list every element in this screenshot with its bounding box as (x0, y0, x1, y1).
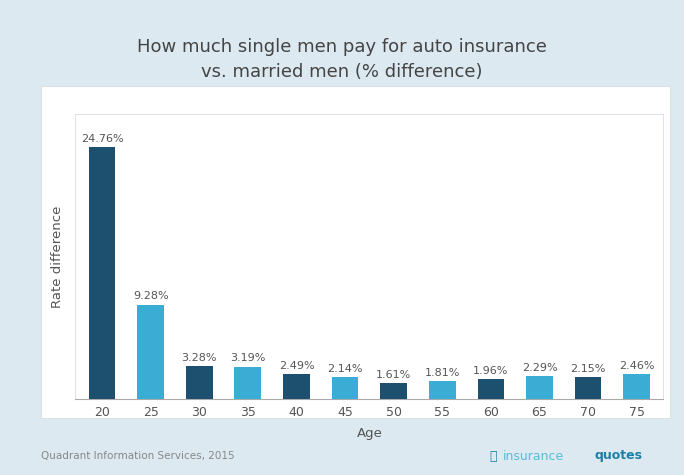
Bar (235, 367, 261, 399)
Bar (575, 377, 601, 399)
Bar (283, 374, 310, 399)
Text: Quadrant Information Services, 2015: Quadrant Information Services, 2015 (41, 451, 235, 461)
Text: 1.61%: 1.61% (376, 370, 411, 380)
Text: insurance: insurance (503, 449, 564, 463)
Text: 3.19%: 3.19% (230, 353, 265, 363)
Bar (623, 374, 650, 399)
Text: 2.14%: 2.14% (328, 364, 363, 374)
Bar (429, 380, 456, 399)
Text: 3.28%: 3.28% (181, 352, 217, 362)
Text: How much single men pay for auto insurance
vs. married men (% difference): How much single men pay for auto insuran… (137, 38, 547, 81)
Bar (186, 366, 213, 399)
Text: 1.81%: 1.81% (425, 368, 460, 378)
Bar (477, 379, 504, 399)
Bar (89, 147, 116, 399)
Text: 2.46%: 2.46% (619, 361, 655, 371)
Bar (380, 383, 407, 399)
Text: 1.96%: 1.96% (473, 366, 509, 376)
Text: 9.28%: 9.28% (133, 292, 168, 302)
Text: ⓘ: ⓘ (489, 449, 497, 463)
Text: quotes: quotes (595, 449, 643, 463)
Bar (137, 304, 164, 399)
Text: 24.76%: 24.76% (81, 134, 123, 144)
Text: 2.49%: 2.49% (278, 361, 314, 370)
Text: 2.15%: 2.15% (570, 364, 606, 374)
Text: 2.29%: 2.29% (522, 362, 557, 372)
Bar (526, 376, 553, 399)
Y-axis label: Rate difference: Rate difference (51, 205, 64, 308)
Bar (332, 377, 358, 399)
X-axis label: Age: Age (356, 428, 382, 440)
